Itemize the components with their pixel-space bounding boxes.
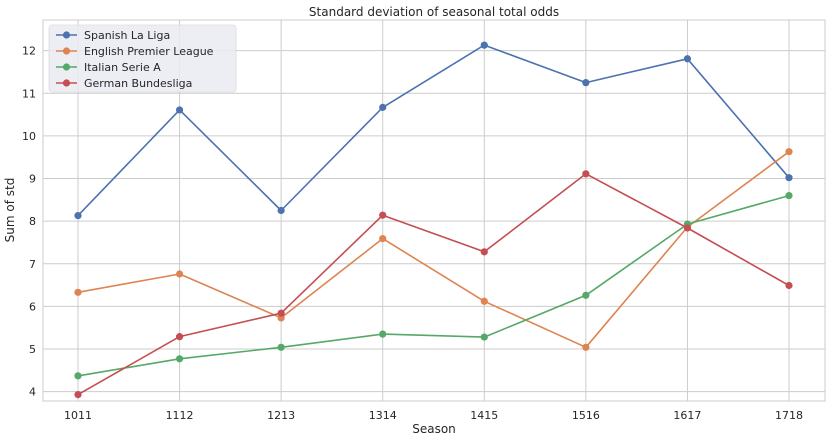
legend-label: German Bundesliga <box>84 77 192 90</box>
legend-item: German Bundesliga <box>56 77 192 90</box>
data-point <box>277 309 285 317</box>
data-point <box>480 297 488 305</box>
legend-marker <box>62 47 71 55</box>
legend-box <box>48 24 237 93</box>
legend-marker <box>62 31 71 39</box>
data-point <box>785 191 793 200</box>
x-tick-label: 1011 <box>64 409 92 422</box>
data-point <box>683 224 692 232</box>
x-tick-label: 1516 <box>572 409 600 422</box>
data-point <box>582 170 590 178</box>
y-tick-label: 7 <box>29 258 36 271</box>
x-tick-label: 1718 <box>775 409 803 422</box>
y-tick-label: 11 <box>22 87 36 100</box>
data-point <box>175 333 184 341</box>
y-tick-label: 10 <box>22 130 36 143</box>
data-point <box>480 41 488 49</box>
x-tick-labels: 1011 1112 1213 1314 1415 1516 1617 1718 <box>64 409 803 422</box>
data-point <box>277 206 285 215</box>
data-point <box>785 148 793 156</box>
x-tick-label: 1314 <box>369 409 397 422</box>
legend: Spanish La Liga English Premier League Ita… <box>48 24 237 93</box>
grid <box>43 20 825 401</box>
legend-item: Spanish La Liga <box>56 29 170 42</box>
series-group <box>74 191 793 380</box>
y-tick-label: 6 <box>29 300 36 313</box>
y-tick-label: 9 <box>29 173 36 186</box>
data-point <box>582 291 590 299</box>
series-line <box>77 44 790 217</box>
data-point <box>582 79 590 87</box>
legend-marker <box>62 79 71 87</box>
series-line <box>77 194 790 377</box>
data-point <box>379 103 387 111</box>
data-point <box>277 343 285 351</box>
data-point <box>175 106 184 114</box>
y-tick-labels: 4 5 6 7 8 9 10 11 12 <box>22 45 36 399</box>
data-point <box>74 372 82 380</box>
legend-label: Spanish La Liga <box>84 29 170 42</box>
x-tick-label: 1617 <box>673 409 701 422</box>
series-group <box>74 170 793 399</box>
x-tick-label: 1112 <box>166 409 194 422</box>
series-line <box>77 173 790 396</box>
x-axis-label: Season <box>412 422 456 436</box>
data-point <box>74 212 82 220</box>
data-point <box>175 355 184 363</box>
data-point <box>683 55 692 63</box>
data-point <box>74 288 82 296</box>
series-layer <box>74 41 793 399</box>
series-group <box>74 41 793 220</box>
data-point <box>379 211 387 219</box>
data-point <box>74 391 82 399</box>
chart-title: Standard deviation of seasonal total odd… <box>309 5 559 19</box>
data-point <box>175 270 184 278</box>
data-point <box>480 248 488 256</box>
series-line <box>77 151 790 349</box>
legend-item: English Premier League <box>56 45 214 58</box>
y-tick-label: 4 <box>29 386 36 399</box>
y-tick-label: 8 <box>29 215 36 228</box>
legend-marker <box>62 63 71 71</box>
data-point <box>480 333 488 341</box>
legend-label: English Premier League <box>84 45 214 58</box>
y-tick-label: 12 <box>22 45 36 58</box>
legend-label: Italian Serie A <box>84 61 161 74</box>
data-point <box>582 343 590 351</box>
y-tick-label: 5 <box>29 343 36 356</box>
legend-item: Italian Serie A <box>56 61 161 74</box>
data-point <box>379 330 387 338</box>
x-tick-label: 1415 <box>470 409 498 422</box>
x-tick-label: 1213 <box>267 409 295 422</box>
data-point <box>379 235 387 243</box>
data-point <box>785 174 793 182</box>
y-axis-label: Sum of std <box>3 178 17 243</box>
data-point <box>785 281 793 290</box>
